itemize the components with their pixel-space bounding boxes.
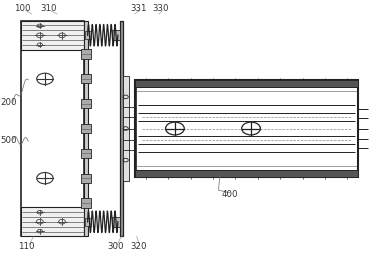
Text: 400: 400 xyxy=(221,189,238,199)
Bar xyxy=(21,207,84,236)
Text: 331: 331 xyxy=(130,4,147,14)
Bar xyxy=(81,74,91,84)
Text: 110: 110 xyxy=(18,242,34,251)
Bar xyxy=(81,173,91,183)
Bar xyxy=(84,21,88,236)
Bar xyxy=(136,87,357,170)
Bar xyxy=(21,21,84,236)
Bar xyxy=(85,31,91,39)
Text: 310: 310 xyxy=(41,4,57,14)
Bar xyxy=(81,124,91,133)
Bar xyxy=(120,21,123,236)
Bar xyxy=(81,49,91,59)
Bar xyxy=(81,99,91,108)
Bar xyxy=(21,21,84,50)
Bar xyxy=(81,198,91,208)
Bar xyxy=(112,30,120,40)
Text: 300: 300 xyxy=(108,242,124,251)
Text: 330: 330 xyxy=(152,4,169,14)
Bar xyxy=(135,170,359,177)
Bar xyxy=(123,76,128,181)
Bar xyxy=(85,218,91,226)
Bar xyxy=(135,80,359,177)
Bar xyxy=(112,217,120,227)
Text: 500: 500 xyxy=(1,135,17,145)
Bar xyxy=(81,149,91,158)
Text: 100: 100 xyxy=(14,4,31,14)
Text: 320: 320 xyxy=(130,242,147,251)
Bar xyxy=(135,80,359,87)
Text: 200: 200 xyxy=(1,98,17,107)
Bar xyxy=(120,21,123,236)
